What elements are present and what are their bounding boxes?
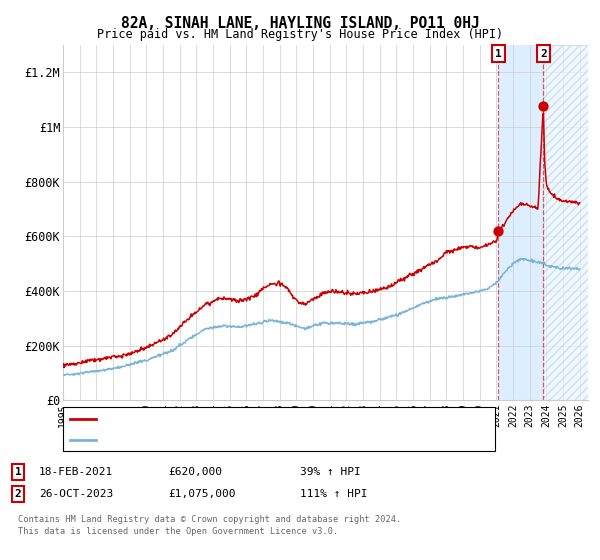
Text: £620,000: £620,000 — [168, 467, 222, 477]
Text: 39% ↑ HPI: 39% ↑ HPI — [300, 467, 361, 477]
Text: Price paid vs. HM Land Registry's House Price Index (HPI): Price paid vs. HM Land Registry's House … — [97, 28, 503, 41]
Point — [494, 226, 503, 235]
Text: 82A, SINAH LANE, HAYLING ISLAND, PO11 0HJ: 82A, SINAH LANE, HAYLING ISLAND, PO11 0H… — [121, 16, 479, 31]
Text: 2: 2 — [540, 49, 547, 59]
Text: 82A, SINAH LANE, HAYLING ISLAND, PO11 0HJ (detached house): 82A, SINAH LANE, HAYLING ISLAND, PO11 0H… — [100, 414, 463, 424]
Text: 2: 2 — [14, 489, 22, 499]
Text: HPI: Average price, detached house, Havant: HPI: Average price, detached house, Hava… — [100, 435, 362, 445]
Bar — [544, 45, 588, 400]
Text: Contains HM Land Registry data © Crown copyright and database right 2024.
This d: Contains HM Land Registry data © Crown c… — [18, 515, 401, 536]
Text: 1: 1 — [495, 49, 502, 59]
Point — [539, 102, 548, 111]
Text: 111% ↑ HPI: 111% ↑ HPI — [300, 489, 367, 499]
Text: 1: 1 — [14, 467, 22, 477]
Text: 26-OCT-2023: 26-OCT-2023 — [39, 489, 113, 499]
Bar — [499, 45, 588, 400]
Text: 18-FEB-2021: 18-FEB-2021 — [39, 467, 113, 477]
Text: £1,075,000: £1,075,000 — [168, 489, 236, 499]
